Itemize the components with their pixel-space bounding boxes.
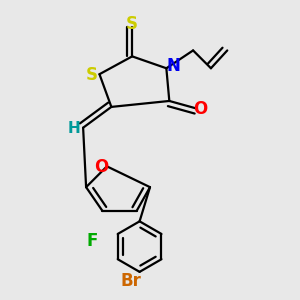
Text: S: S: [86, 66, 98, 84]
Text: S: S: [126, 15, 138, 33]
Text: O: O: [193, 100, 207, 118]
Text: O: O: [94, 158, 109, 176]
Text: Br: Br: [120, 272, 141, 290]
Text: N: N: [166, 57, 180, 75]
Text: F: F: [86, 232, 98, 250]
Text: H: H: [68, 121, 81, 136]
